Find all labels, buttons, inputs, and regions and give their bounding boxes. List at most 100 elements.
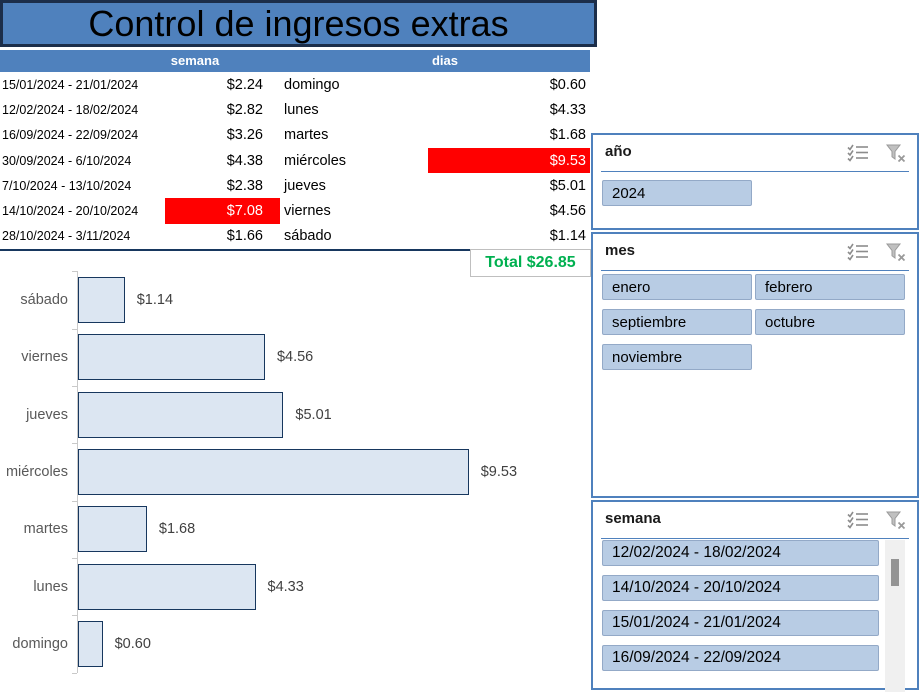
chart-category-label: sábado	[20, 292, 68, 308]
chart-bar-row: sábado $1.14	[0, 277, 470, 323]
slicer-semana: semana 12/02/2024 - 18/02/2024 14/10/2024…	[591, 500, 919, 692]
chart-category-label: lunes	[33, 578, 68, 595]
slicer-item[interactable]: 15/01/2024 - 21/01/2024	[602, 610, 879, 636]
slicer-item[interactable]: septiembre	[602, 309, 752, 335]
clear-filter-icon[interactable]	[885, 143, 907, 163]
multi-select-icon[interactable]	[847, 510, 869, 530]
multi-select-icon[interactable]	[847, 143, 869, 163]
chart-axis-tick	[72, 500, 77, 502]
chart-bar-row: jueves $5.01	[0, 391, 470, 438]
cell-day: jueves	[284, 177, 326, 194]
cell-week: 15/01/2024 - 21/01/2024	[2, 77, 139, 92]
cell-day-amount: $9.53	[428, 147, 590, 174]
cell-amount: $4.38	[226, 152, 263, 169]
chart-axis-tick	[72, 443, 77, 445]
cell-day: lunes	[284, 101, 319, 118]
slicer-mes-header: mes	[601, 234, 909, 271]
cell-day: domingo	[284, 76, 340, 93]
table-row: 7/10/2024 - 13/10/2024 $2.38 jueves $5.01	[0, 173, 590, 198]
chart-bar-row: miércoles $9.53	[0, 448, 517, 495]
cell-week: 16/09/2024 - 22/09/2024	[2, 128, 139, 143]
cell-amount: $2.38	[226, 177, 263, 194]
cell-day: viernes	[284, 203, 331, 220]
chart-bar-row: martes $1.68	[0, 506, 470, 553]
chart-bar	[78, 506, 147, 553]
slicer-item[interactable]: 16/09/2024 - 22/09/2024	[602, 645, 879, 671]
cell-day-amount: $0.60	[549, 76, 586, 93]
cell-week: 28/10/2024 - 3/11/2024	[2, 229, 131, 244]
chart-value-label: $1.68	[158, 521, 196, 538]
slicer-item[interactable]: noviembre	[602, 344, 752, 370]
slicer-item[interactable]: febrero	[755, 274, 905, 300]
slicer-semana-scrollbar[interactable]	[885, 540, 905, 692]
chart-axis-tick	[72, 557, 77, 559]
chart-category-label: miércoles	[5, 463, 68, 480]
chart-bar-row: domingo $0.60	[0, 620, 470, 667]
cell-day-amount: $1.68	[549, 127, 586, 144]
table-bottom-border	[0, 249, 470, 251]
chart-value-label: $1.14	[136, 292, 174, 308]
cell-week: 30/09/2024 - 6/10/2024	[2, 153, 132, 168]
chart-value-label: $4.56	[276, 349, 314, 366]
total-cell: Total $26.85	[470, 249, 591, 277]
chart-axis-tick	[72, 328, 77, 330]
page-title: Control de ingresos extras	[0, 0, 597, 47]
column-header-dias: dias	[431, 53, 458, 68]
slicer-item[interactable]: 14/10/2024 - 20/10/2024	[602, 575, 879, 601]
cell-day-amount: $4.33	[549, 101, 586, 118]
slicer-mes: mes enero febrero septiembre octubre noviemb…	[591, 232, 919, 498]
income-table: 15/01/2024 - 21/01/2024 $2.24 domingo $0.60…	[0, 72, 590, 249]
table-row: 16/09/2024 - 22/09/2024 $3.26 martes $1.68	[0, 123, 590, 148]
chart-value-label: $4.33	[267, 578, 304, 595]
chart-category-label: martes	[23, 521, 68, 538]
chart-category-label: domingo	[12, 635, 68, 652]
slicer-ano: año 2024	[591, 133, 919, 230]
cell-day: miércoles	[284, 152, 347, 169]
cell-amount: $2.82	[226, 101, 263, 118]
slicer-item[interactable]: enero	[602, 274, 752, 300]
chart-value-label: $0.60	[114, 635, 151, 652]
chart-value-label: $9.53	[480, 463, 518, 480]
table-row: 30/09/2024 - 6/10/2024 $4.38 miércoles $9.5…	[0, 147, 590, 174]
cell-day: martes	[284, 127, 329, 144]
scrollbar-thumb[interactable]	[891, 559, 899, 586]
slicer-semana-header: semana	[601, 502, 909, 539]
clear-filter-icon[interactable]	[885, 510, 907, 530]
cell-day-amount: $5.01	[549, 177, 586, 194]
table-row: 28/10/2024 - 3/11/2024 $1.66 sábado $1.14	[0, 224, 590, 249]
cell-week: 14/10/2024 - 20/10/2024	[2, 204, 139, 219]
slicer-ano-header: año	[601, 135, 909, 172]
chart-axis-tick	[72, 615, 77, 617]
chart-y-axis	[77, 271, 78, 673]
slicer-semana-title: semana	[605, 510, 661, 527]
slicer-ano-title: año	[605, 143, 632, 160]
slicer-mes-title: mes	[605, 242, 636, 259]
chart-bar-row: lunes $4.33	[0, 563, 470, 610]
chart-bar	[78, 391, 284, 438]
chart-category-label: jueves	[26, 406, 68, 423]
slicer-item[interactable]: 12/02/2024 - 18/02/2024	[602, 540, 879, 566]
chart-bar	[78, 620, 103, 667]
slicer-item[interactable]: 2024	[602, 180, 752, 206]
multi-select-icon[interactable]	[847, 242, 869, 262]
slicer-item[interactable]: octubre	[755, 309, 905, 335]
cell-week: 7/10/2024 - 13/10/2024	[2, 178, 132, 193]
total-label: Total $26.85	[485, 254, 576, 271]
page-title-text: Control de ingresos extras	[88, 2, 509, 44]
chart-value-label: $5.01	[295, 406, 332, 423]
cell-amount: $1.66	[226, 228, 263, 245]
cell-amount: $3.26	[226, 127, 263, 144]
chart-axis-tick	[72, 386, 77, 387]
chart-axis-tick	[72, 271, 77, 273]
chart-bar	[78, 448, 469, 495]
table-row: 12/02/2024 - 18/02/2024 $2.82 lunes $4.33	[0, 97, 590, 122]
chart-category-label: viernes	[21, 349, 68, 366]
column-header-semana: semana	[170, 53, 220, 68]
chart-bar	[78, 334, 265, 381]
table-row: 15/01/2024 - 21/01/2024 $2.24 domingo $0.60	[0, 72, 590, 97]
cell-day-amount: $4.56	[549, 203, 586, 220]
clear-filter-icon[interactable]	[885, 242, 907, 262]
chart-bar	[78, 277, 125, 323]
days-bar-chart: sábado $1.14 viernes $4.56 jueves $5.01 miérco…	[0, 251, 517, 681]
chart-bar	[78, 563, 256, 610]
